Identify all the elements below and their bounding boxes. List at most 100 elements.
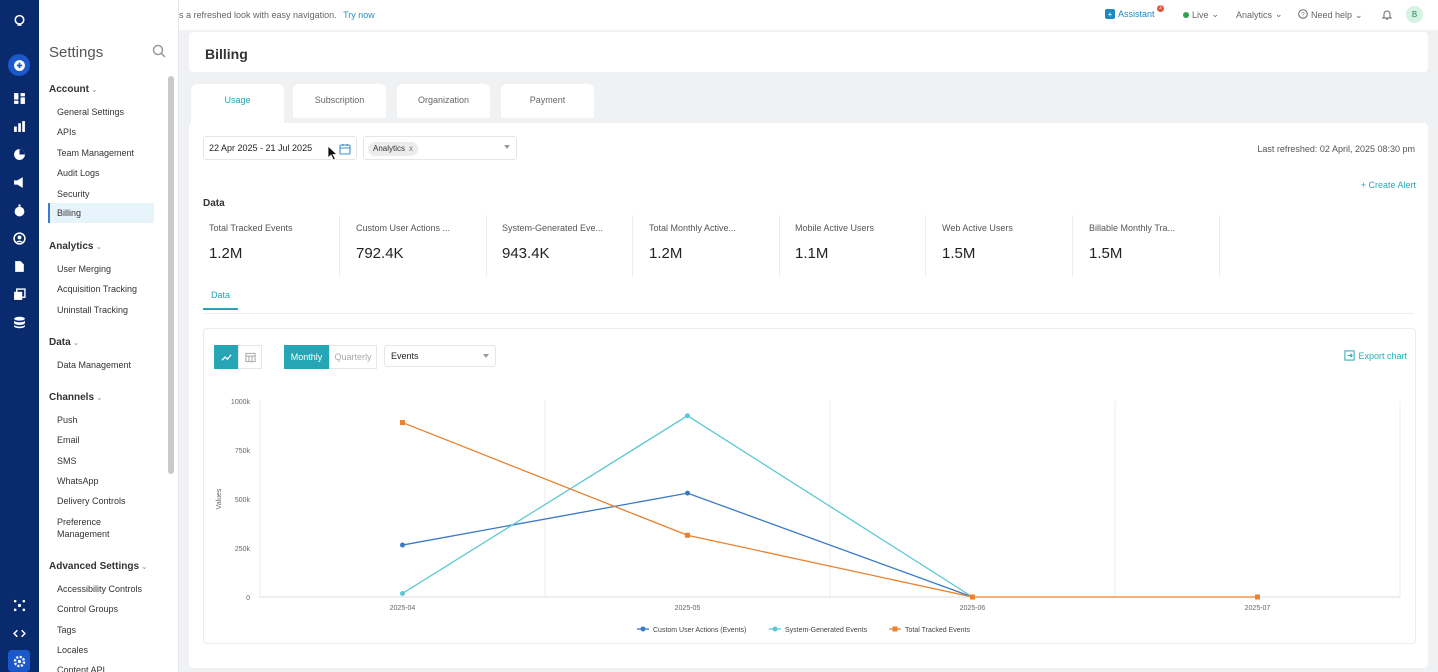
assistant-badge: 2 — [1157, 5, 1164, 12]
gear-icon[interactable] — [8, 650, 30, 672]
database-icon[interactable] — [10, 313, 28, 331]
bell-icon[interactable] — [1382, 9, 1392, 20]
sidebar-item-accessibility-controls[interactable]: Accessibility Controls — [57, 584, 143, 594]
sidebar-group-channels[interactable]: Channels ⌄ — [49, 392, 103, 403]
top-bar: s a refreshed look with easy navigation.… — [179, 0, 1438, 30]
tab-subscription[interactable]: Subscription — [293, 84, 386, 118]
sidebar-item-delivery-controls[interactable]: Delivery Controls — [57, 496, 126, 506]
sidebar-item-content-api[interactable]: Content API — [57, 665, 106, 672]
y-tick-label: 750k — [235, 448, 251, 455]
metric-card: Total Monthly Active... 1.2M — [643, 215, 780, 277]
sidebar-group-analytics[interactable]: Analytics ⌄ — [49, 241, 103, 252]
calendar-icon[interactable] — [339, 141, 351, 155]
sidebar-item-apis[interactable]: APIs — [57, 127, 77, 137]
live-toggle[interactable]: Live ⌄ — [1183, 9, 1219, 20]
series-line — [402, 421, 1258, 598]
sidebar-item-team-management[interactable]: Team Management — [57, 148, 135, 158]
megaphone-icon[interactable] — [10, 173, 28, 191]
bar-chart-icon[interactable] — [10, 117, 28, 135]
timer-icon[interactable] — [10, 201, 28, 219]
sidebar-item-billing[interactable]: Billing — [48, 203, 154, 223]
tab-data[interactable]: Data — [203, 290, 238, 310]
sidebar-group-data[interactable]: Data ⌄ — [49, 337, 80, 348]
code-icon[interactable] — [10, 624, 28, 642]
legend-marker — [772, 626, 778, 632]
layers-icon[interactable] — [10, 285, 28, 303]
divider — [203, 313, 1414, 314]
live-status-icon — [1183, 11, 1189, 18]
chip-close-icon[interactable]: x — [409, 144, 414, 153]
quarterly-toggle[interactable]: Quarterly — [329, 345, 377, 369]
metric-label: Mobile Active Users — [795, 223, 875, 233]
sidebar-item-security[interactable]: Security — [57, 189, 90, 199]
analytics-filter-select[interactable]: Analytics x — [363, 136, 517, 160]
assistant-button[interactable]: + Assistant 2 — [1105, 5, 1164, 19]
table-view-button[interactable] — [238, 345, 262, 369]
usage-panel: 22 Apr 2025 - 21 Jul 2025 Analytics x Las… — [189, 123, 1428, 668]
pie-chart-icon[interactable] — [10, 145, 28, 163]
sidebar-item-email[interactable]: Email — [57, 435, 80, 445]
metric-card: Web Active Users 1.5M — [936, 215, 1073, 277]
chevron-down-icon: ⌄ — [1211, 9, 1220, 19]
avatar[interactable]: B — [1406, 6, 1423, 23]
metric-label: System-Generated Eve... — [502, 223, 604, 233]
document-icon[interactable] — [10, 257, 28, 275]
tab-organization[interactable]: Organization — [397, 84, 490, 118]
sidebar-item-preference-management[interactable]: Preference Management — [48, 516, 154, 540]
preference-label-line2: Management — [57, 529, 110, 539]
help-menu[interactable]: ? Need help ⌄ — [1298, 9, 1363, 21]
filter-chip: Analytics x — [368, 142, 419, 156]
sidebar-item-locales[interactable]: Locales — [57, 645, 89, 655]
dashboard-icon[interactable] — [10, 89, 28, 107]
sidebar-item-uninstall-tracking[interactable]: Uninstall Tracking — [57, 305, 129, 315]
app-rail — [0, 0, 39, 672]
date-range-picker[interactable]: 22 Apr 2025 - 21 Jul 2025 — [203, 136, 357, 160]
analytics-menu[interactable]: Analytics ⌄ — [1236, 9, 1283, 20]
integrations-icon[interactable] — [10, 596, 28, 614]
app-logo-icon[interactable] — [8, 9, 30, 31]
sidebar-item-push[interactable]: Push — [57, 415, 78, 425]
data-point — [400, 542, 405, 548]
try-now-link[interactable]: Try now — [343, 10, 375, 20]
metric-label: Total Tracked Events — [209, 223, 293, 233]
data-section-heading: Data — [203, 198, 225, 209]
sidebar-item-whatsapp[interactable]: WhatsApp — [57, 476, 99, 486]
x-tick-label: 2025-06 — [960, 605, 986, 612]
sidebar-group-advanced-settings[interactable]: Advanced Settings ⌄ — [49, 561, 148, 572]
sidebar-item-user-merging[interactable]: User Merging — [57, 264, 112, 274]
x-tick-label: 2025-05 — [675, 605, 701, 612]
sidebar-item-control-groups[interactable]: Control Groups — [57, 604, 119, 614]
user-circle-icon[interactable] — [10, 229, 28, 247]
search-icon[interactable] — [152, 44, 166, 58]
sidebar-item-tags[interactable]: Tags — [57, 625, 77, 635]
usage-line-chart: 0 250k 500k 750k 1000k Values 2025-04 2025-05 20… — [216, 399, 1401, 634]
legend-label: Custom User Actions (Events) — [653, 627, 746, 634]
tab-usage[interactable]: Usage — [191, 84, 284, 124]
sidebar-scrollbar[interactable] — [168, 76, 174, 474]
metric-label: Total Monthly Active... — [649, 223, 737, 233]
add-icon[interactable] — [8, 54, 30, 76]
filter-chip-label: Analytics — [373, 144, 406, 153]
line-chart-view-button[interactable] — [214, 345, 238, 369]
settings-sidebar: Settings Account ⌄ General Settings APIs … — [39, 0, 179, 672]
sidebar-group-account[interactable]: Account ⌄ — [49, 84, 98, 95]
y-tick-label: 1000k — [231, 399, 251, 406]
sidebar-title: Settings — [49, 44, 104, 61]
monthly-toggle[interactable]: Monthly — [284, 345, 329, 369]
sidebar-item-sms[interactable]: SMS — [57, 456, 77, 466]
create-alert-button[interactable]: + Create Alert — [1361, 180, 1416, 190]
sidebar-item-general-settings[interactable]: General Settings — [57, 107, 125, 117]
tab-payment[interactable]: Payment — [501, 84, 594, 118]
sidebar-item-data-management[interactable]: Data Management — [57, 360, 132, 370]
export-chart-button[interactable]: Export chart — [1344, 350, 1407, 361]
data-point — [400, 420, 405, 426]
legend-label: Total Tracked Events — [905, 627, 970, 634]
metric-label: Web Active Users — [942, 223, 1013, 233]
metric-card: System-Generated Eve... 943.4K — [496, 215, 633, 277]
plus-icon: + — [1360, 180, 1366, 190]
sidebar-item-acquisition-tracking[interactable]: Acquisition Tracking — [57, 284, 138, 294]
page-title: Billing — [205, 46, 248, 62]
legend-label: System-Generated Events — [785, 627, 868, 634]
sidebar-item-audit-logs[interactable]: Audit Logs — [57, 168, 100, 178]
event-type-select[interactable]: Events — [384, 345, 496, 367]
